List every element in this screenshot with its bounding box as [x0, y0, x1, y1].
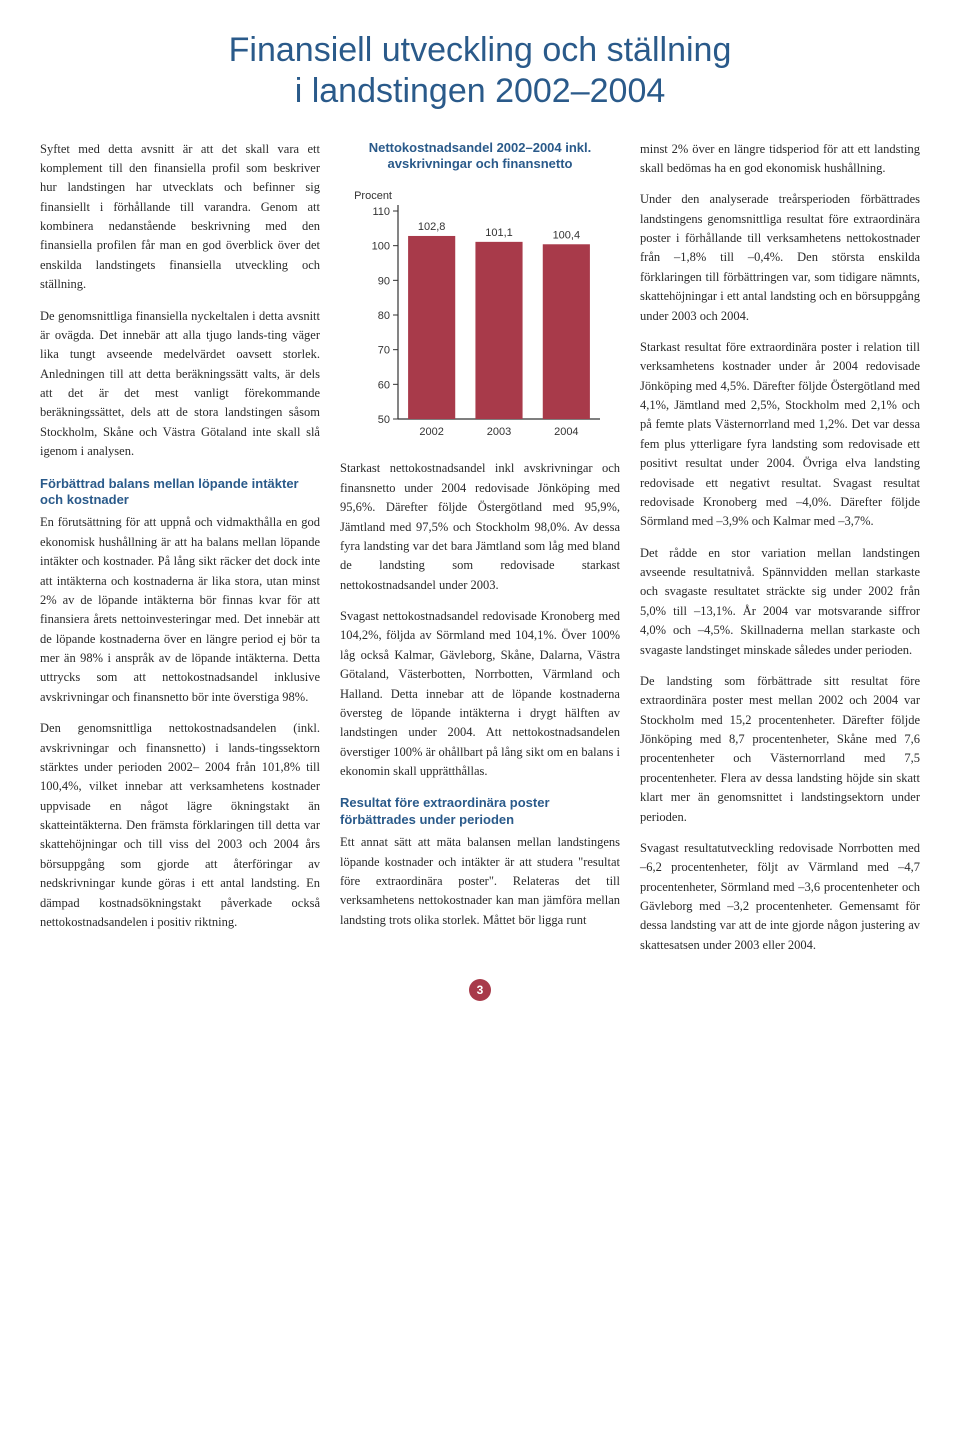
bar-chart: Procent 50 60 70 80 90 100 110 102,8 2002 101,1 200…: [350, 183, 610, 443]
svg-text:Procent: Procent: [354, 190, 392, 202]
col1-p4: Den genomsnittliga nettokostnadsandelen …: [40, 719, 320, 932]
column-3: minst 2% över en längre tidsperiod för a…: [640, 140, 920, 956]
col2-p2: Svagast nettokostnadsandel redovisade Kr…: [340, 607, 620, 781]
svg-text:2004: 2004: [554, 426, 578, 438]
col3-p6: Svagast resultatutveckling redovisade No…: [640, 839, 920, 955]
col3-p4: Det rådde en stor variation mellan lands…: [640, 544, 920, 660]
svg-text:60: 60: [378, 380, 390, 392]
col2-subhead: Resultat före extraordinära poster förbä…: [340, 795, 620, 829]
col2-p3: Ett annat sätt att mäta balansen mellan …: [340, 833, 620, 930]
col3-p1: minst 2% över en längre tidsperiod för a…: [640, 140, 920, 179]
content-columns: Syftet med detta avsnitt är att det skal…: [40, 140, 920, 956]
col1-p1: Syftet med detta avsnitt är att det skal…: [40, 140, 320, 295]
svg-text:90: 90: [378, 276, 390, 288]
chart-title: Nettokostnadsandel 2002–2004 inkl. avskr…: [340, 140, 620, 174]
col1-subhead: Förbättrad balans mellan löpande intäkte…: [40, 476, 320, 510]
svg-text:101,1: 101,1: [485, 227, 513, 239]
col3-p5: De landsting som förbättrade sitt result…: [640, 672, 920, 827]
svg-text:102,8: 102,8: [418, 221, 446, 233]
page-number-wrap: 3: [40, 979, 920, 1001]
svg-text:110: 110: [372, 206, 390, 218]
svg-text:2002: 2002: [419, 426, 443, 438]
svg-text:100: 100: [372, 241, 390, 253]
column-2: Nettokostnadsandel 2002–2004 inkl. avskr…: [340, 140, 620, 956]
svg-text:50: 50: [378, 414, 390, 426]
title-line1: Finansiell utveckling och ställning: [229, 31, 732, 69]
svg-text:80: 80: [378, 310, 390, 322]
page-title: Finansiell utveckling och ställning i la…: [40, 30, 920, 112]
svg-text:70: 70: [378, 345, 390, 357]
svg-text:100,4: 100,4: [553, 230, 581, 242]
col1-p3: En förutsättning för att uppnå och vidma…: [40, 513, 320, 707]
col2-p1: Starkast nettokostnadsandel inkl avskriv…: [340, 459, 620, 595]
page-number: 3: [469, 979, 491, 1001]
col3-p2: Under den analyserade treårsperioden för…: [640, 190, 920, 326]
title-line2: i landstingen 2002–2004: [295, 72, 666, 110]
svg-text:2003: 2003: [487, 426, 511, 438]
column-1: Syftet med detta avsnitt är att det skal…: [40, 140, 320, 956]
col3-p3: Starkast resultat före extraordinära pos…: [640, 338, 920, 532]
chart-container: Nettokostnadsandel 2002–2004 inkl. avskr…: [340, 140, 620, 444]
col1-p2: De genomsnittliga finansiella nyckeltale…: [40, 307, 320, 462]
